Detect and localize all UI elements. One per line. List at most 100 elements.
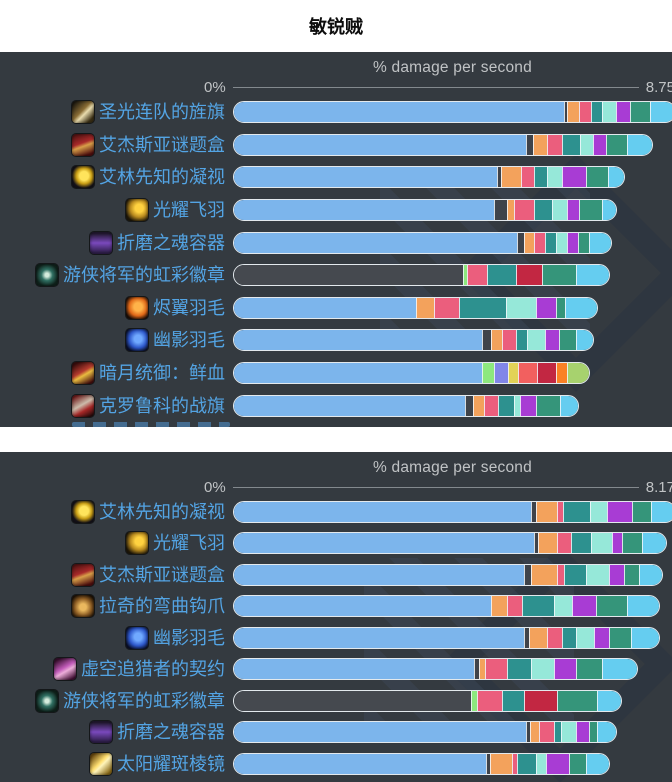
bar-segment-blue[interactable] — [234, 659, 474, 680]
bar-segment-dark[interactable] — [494, 200, 507, 221]
stacked-bar[interactable] — [233, 500, 672, 523]
gold-banner-icon[interactable] — [72, 101, 94, 124]
bar-segment-pink[interactable] — [534, 232, 545, 253]
bar-segment-cyan[interactable] — [608, 167, 624, 188]
bar-segment-dark[interactable] — [534, 533, 538, 554]
purple-vial-icon[interactable] — [90, 231, 112, 254]
bar-segment-orange[interactable] — [567, 102, 579, 123]
bar-segment-orange[interactable] — [416, 297, 434, 318]
bar-segment-blue[interactable] — [234, 363, 482, 384]
item-label[interactable]: 拉奇的弯曲钩爪 — [99, 596, 225, 617]
gold-hook-icon[interactable] — [72, 595, 94, 618]
bar-segment-orange[interactable] — [524, 232, 534, 253]
item-label[interactable]: 幽影羽毛 — [153, 627, 225, 648]
item-label[interactable]: 光耀飞羽 — [153, 200, 225, 221]
bar-segment-mint[interactable] — [586, 564, 609, 585]
bar-segment-cyan[interactable] — [627, 134, 652, 155]
stacked-bar[interactable] — [233, 296, 598, 319]
bar-segment-seagreen[interactable] — [578, 232, 589, 253]
bar-segment-teal[interactable] — [591, 102, 602, 123]
bar-segment-crimson[interactable] — [524, 690, 557, 711]
bar-segment-teal[interactable] — [507, 659, 531, 680]
item-label[interactable]: 暗月统御：鲜血 — [99, 363, 225, 384]
bar-segment-pink[interactable] — [547, 134, 562, 155]
teal-badge-icon[interactable] — [36, 689, 58, 712]
bar-segment-seagreen[interactable] — [606, 134, 627, 155]
bar-segment-teal[interactable] — [459, 297, 506, 318]
bar-segment-pink[interactable] — [557, 564, 564, 585]
bar-segment-seagreen[interactable] — [630, 102, 650, 123]
bar-segment-mint[interactable] — [506, 297, 536, 318]
bar-segment-mint[interactable] — [591, 533, 612, 554]
stacked-bar[interactable] — [233, 231, 612, 254]
bar-segment-purple[interactable] — [536, 297, 556, 318]
bar-segment-teal[interactable] — [563, 501, 590, 522]
bar-segment-teal[interactable] — [487, 265, 516, 286]
red-box-icon[interactable] — [72, 133, 94, 156]
bar-segment-purple[interactable] — [562, 167, 586, 188]
bar-segment-seagreen[interactable] — [542, 265, 576, 286]
bar-segment-seagreen[interactable] — [579, 200, 602, 221]
bar-segment-cyan[interactable] — [627, 596, 659, 617]
stacked-bar[interactable] — [233, 563, 663, 586]
bar-segment-blue[interactable] — [234, 297, 416, 318]
stacked-bar[interactable] — [233, 362, 590, 385]
bar-segment-pink[interactable] — [514, 200, 534, 221]
bar-segment-dark[interactable] — [482, 330, 491, 351]
bar-segment-blue[interactable] — [234, 627, 524, 648]
bar-segment-blue[interactable] — [234, 232, 517, 253]
bar-segment-lightgreen[interactable] — [463, 265, 467, 286]
red-card-icon[interactable] — [72, 362, 94, 385]
bar-segment-darkbar[interactable] — [234, 690, 471, 711]
bar-segment-seagreen[interactable] — [586, 167, 608, 188]
bar-segment-darkbar[interactable] — [234, 265, 463, 286]
bar-segment-orange[interactable] — [536, 501, 557, 522]
item-label[interactable]: 艾杰斯亚谜题盒 — [99, 564, 225, 585]
bar-segment-pink[interactable] — [512, 753, 517, 774]
red-banner-icon[interactable] — [72, 394, 94, 417]
pink-card-icon[interactable] — [54, 658, 76, 681]
stacked-bar[interactable] — [233, 658, 638, 681]
stacked-bar[interactable] — [233, 133, 653, 156]
item-label[interactable]: 光耀飞羽 — [153, 533, 225, 554]
bar-segment-seagreen[interactable] — [536, 395, 560, 416]
bar-segment-seagreen[interactable] — [559, 330, 576, 351]
bar-segment-orange2[interactable] — [556, 363, 567, 384]
bar-segment-dark[interactable] — [526, 134, 533, 155]
bar-segment-cyan[interactable] — [651, 501, 672, 522]
yellow-eye-icon[interactable] — [72, 166, 94, 189]
bar-segment-pink[interactable] — [485, 659, 507, 680]
bar-segment-dark[interactable] — [564, 102, 567, 123]
bar-segment-orange[interactable] — [491, 330, 502, 351]
bar-segment-pink[interactable] — [521, 167, 534, 188]
bar-segment-cyan[interactable] — [650, 102, 672, 123]
bar-segment-purple[interactable] — [546, 753, 569, 774]
bar-segment-purple[interactable] — [594, 627, 609, 648]
bar-segment-dark[interactable] — [524, 564, 531, 585]
item-label[interactable]: 太阳耀斑棱镜 — [117, 753, 225, 774]
bar-segment-purple[interactable] — [609, 564, 624, 585]
bar-segment-crimson[interactable] — [537, 363, 556, 384]
bar-segment-purple[interactable] — [593, 134, 606, 155]
red-box-icon[interactable] — [72, 563, 94, 586]
bar-segment-lightgreen[interactable] — [471, 690, 477, 711]
bar-segment-pink[interactable] — [477, 690, 502, 711]
bar-segment-teal[interactable] — [522, 596, 554, 617]
bar-segment-orange[interactable] — [479, 659, 485, 680]
bar-segment-teal[interactable] — [564, 564, 586, 585]
purple-vial-icon[interactable] — [90, 721, 112, 744]
bar-segment-mint[interactable] — [527, 330, 545, 351]
bar-segment-purple[interactable] — [616, 102, 630, 123]
bar-segment-dark[interactable] — [517, 232, 524, 253]
bar-segment-orange[interactable] — [538, 533, 557, 554]
stacked-bar[interactable] — [233, 329, 594, 352]
bar-segment-cyan[interactable] — [597, 690, 621, 711]
bar-segment-dark[interactable] — [497, 167, 501, 188]
item-label[interactable]: 克罗鲁科的战旗 — [99, 395, 225, 416]
gold-feather-icon[interactable] — [126, 532, 148, 555]
item-label[interactable]: 折磨之魂容器 — [117, 722, 225, 743]
item-label[interactable]: 圣光连队的旌旗 — [99, 102, 225, 123]
bar-segment-blue[interactable] — [234, 134, 526, 155]
bar-segment-mint[interactable] — [602, 102, 616, 123]
bar-segment-teal[interactable] — [534, 200, 552, 221]
